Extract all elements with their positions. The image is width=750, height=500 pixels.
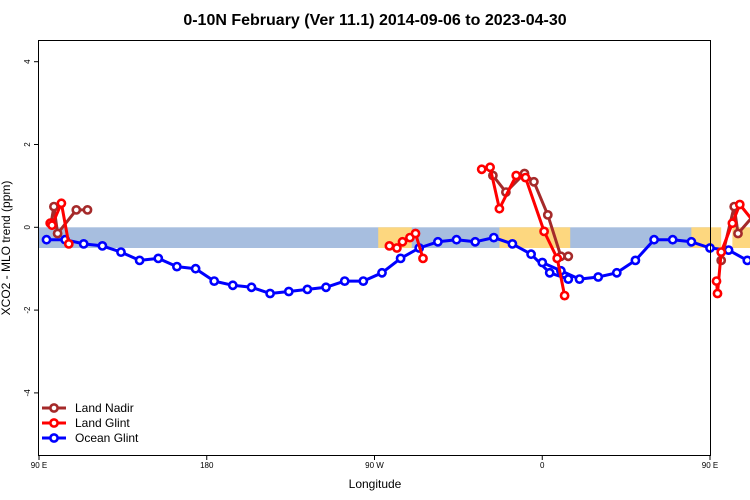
- data-point: [339, 276, 350, 286]
- y-tick-label: 4: [23, 59, 32, 64]
- chart-title: 0-10N February (Ver 11.1) 2014-09-06 to …: [183, 12, 566, 29]
- legend-label: Ocean Glint: [75, 431, 139, 445]
- data-point: [171, 261, 182, 272]
- data-point: [395, 253, 406, 264]
- data-point: [78, 238, 89, 249]
- ocean-band: [39, 227, 710, 248]
- legend-label: Land Glint: [75, 416, 130, 430]
- data-point: [542, 209, 553, 220]
- data-point: [511, 170, 522, 181]
- data-point: [227, 280, 238, 291]
- series-ocean-glint: [41, 232, 750, 299]
- data-point: [190, 263, 201, 274]
- x-tick-label: 180: [200, 461, 214, 470]
- data-point: [397, 236, 408, 247]
- data-point: [574, 274, 585, 284]
- data-point: [488, 232, 499, 243]
- data-point: [52, 228, 63, 239]
- data-point: [667, 234, 678, 245]
- data-point: [476, 164, 487, 175]
- y-axis: -4 -2 0 2 4: [23, 59, 39, 397]
- data-point: [71, 204, 82, 215]
- legend-marker: [49, 403, 59, 413]
- data-point: [537, 257, 548, 268]
- data-point: [733, 228, 743, 239]
- data-point: [552, 253, 563, 264]
- legend-item: Land Nadir: [42, 401, 134, 415]
- data-point: [485, 162, 495, 173]
- data-point: [82, 204, 93, 215]
- y-tick-label: 0: [23, 225, 32, 230]
- data-point: [611, 267, 622, 278]
- data-point: [56, 198, 67, 209]
- x-axis-label: Longitude: [349, 477, 402, 491]
- data-point: [321, 282, 331, 293]
- data-point: [97, 240, 108, 251]
- legend-label: Land Nadir: [75, 401, 134, 415]
- data-point: [742, 255, 750, 266]
- data-point: [134, 255, 145, 266]
- legend-marker: [49, 433, 59, 443]
- data-point: [153, 253, 164, 264]
- series-land-glint: [45, 162, 750, 301]
- y-tick-label: -4: [23, 389, 32, 397]
- data-point: [723, 245, 734, 255]
- data-point: [727, 218, 738, 229]
- data-point: [116, 247, 126, 257]
- data-point: [526, 249, 536, 260]
- data-point: [302, 284, 313, 295]
- data-point: [712, 288, 723, 299]
- series-layer: [41, 162, 750, 301]
- x-tick-label: 90 E: [702, 461, 718, 470]
- data-point: [686, 236, 697, 247]
- data-point: [563, 251, 574, 262]
- data-point: [649, 234, 659, 245]
- data-point: [384, 240, 395, 251]
- data-point: [377, 267, 387, 278]
- data-point: [559, 290, 570, 301]
- legend-marker: [49, 418, 59, 428]
- data-point: [544, 267, 555, 278]
- y-tick-label: -2: [23, 306, 32, 314]
- data-point: [63, 238, 74, 249]
- legend-item: Ocean Glint: [42, 431, 139, 445]
- x-tick-label: 0: [540, 461, 545, 470]
- data-point: [494, 203, 505, 214]
- data-point: [49, 201, 59, 212]
- data-point: [391, 243, 402, 253]
- data-point: [283, 286, 294, 297]
- data-point: [41, 234, 52, 245]
- legend-item: Land Glint: [42, 416, 130, 430]
- data-point: [246, 282, 257, 293]
- data-point: [539, 226, 549, 237]
- x-tick-label: 90 E: [31, 461, 47, 470]
- data-point: [593, 272, 604, 282]
- data-point: [265, 288, 275, 299]
- y-tick-label: 2: [23, 142, 32, 147]
- data-point: [47, 220, 57, 231]
- data-point: [358, 276, 369, 286]
- data-point: [529, 176, 539, 187]
- data-point: [716, 247, 727, 257]
- data-point: [451, 234, 462, 245]
- data-point: [734, 199, 745, 210]
- data-point: [711, 276, 722, 286]
- data-point: [418, 253, 428, 264]
- data-point: [209, 276, 220, 286]
- data-point: [432, 236, 443, 247]
- data-point: [507, 238, 518, 249]
- x-axis: 90 E 180 90 W 0 90 E: [31, 455, 718, 470]
- data-point: [630, 255, 641, 266]
- y-axis-label: XCO2 - MLO trend (ppm): [0, 181, 13, 316]
- x-tick-label: 90 W: [365, 461, 384, 470]
- data-point: [410, 228, 421, 239]
- data-point: [470, 236, 481, 247]
- data-point: [520, 172, 531, 183]
